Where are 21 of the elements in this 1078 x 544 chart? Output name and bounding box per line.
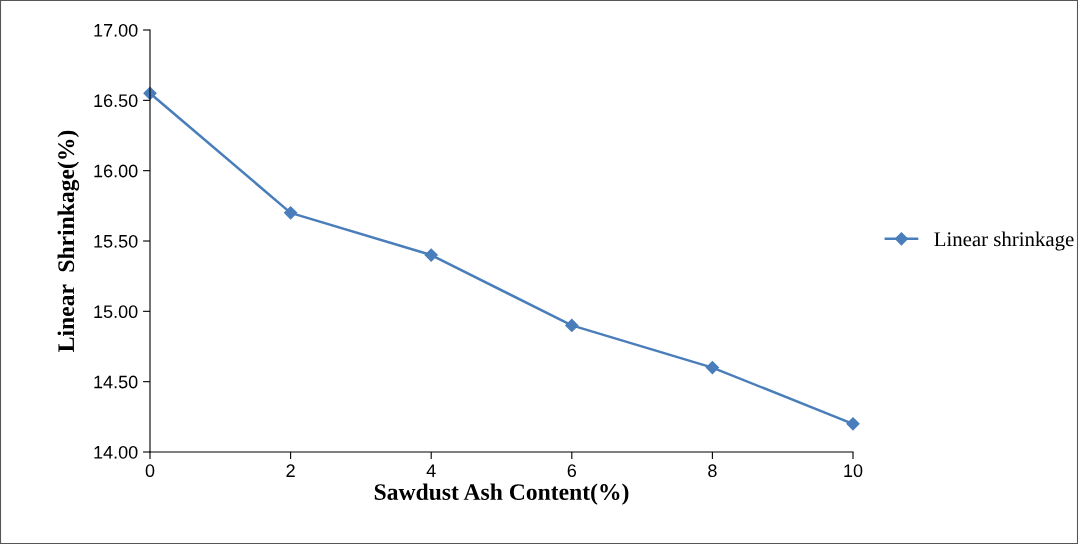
x-tick-label: 4	[426, 464, 436, 477]
x-tick-label: 6	[567, 464, 577, 478]
legend-label: Linear shrinkage	[934, 231, 1074, 251]
y-tick-label: 14.00	[94, 445, 138, 459]
point	[846, 417, 860, 431]
y-tick-label: 17.00	[94, 23, 138, 37]
x-tick-label: 0	[145, 464, 155, 478]
point	[284, 206, 298, 220]
y-tick-label: 15.00	[94, 305, 138, 319]
x-axis-title: Sawdust Ash Content(%)	[374, 483, 629, 505]
y-axis-title: Linear Shrinkage(%)	[57, 130, 80, 352]
y-tick-label: 16.50	[94, 94, 138, 108]
y-tick-label: 15.50	[94, 234, 138, 248]
point	[705, 361, 719, 375]
x-tick-label: 10	[844, 464, 863, 478]
point	[565, 318, 579, 332]
x-tick-label: 8	[708, 464, 717, 478]
x-tick-label: 2	[286, 464, 295, 477]
y-tick-label: 14.50	[94, 375, 138, 389]
point	[424, 248, 438, 262]
y-tick-label: 16.00	[94, 164, 138, 178]
